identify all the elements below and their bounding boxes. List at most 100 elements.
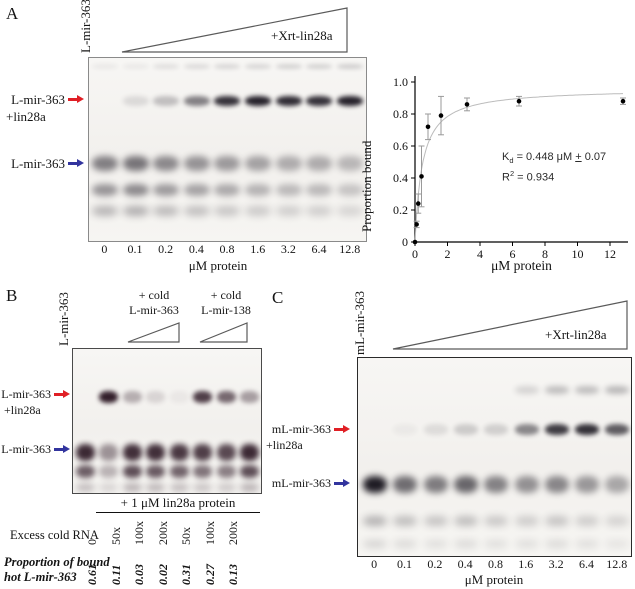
panel-b-lane-header: L-mir-363 [56, 292, 71, 346]
excess-cold-rna-label: Excess cold RNA [10, 528, 99, 542]
svg-text:0.6: 0.6 [393, 139, 408, 153]
panel-a-lane-header: L-mir-363 [78, 0, 93, 53]
free-band-arrow-icon [68, 159, 84, 168]
panel-b-free-label-text: L-mir-363 [1, 442, 51, 456]
lane-label: 0.2 [158, 242, 174, 256]
r-squared-line: R2 = 0.934 [502, 167, 606, 185]
competitor1-line1: + cold [138, 288, 170, 302]
panel-c-gel-image [357, 357, 632, 557]
lane-label: 0.8 [219, 242, 235, 256]
panel-b-free-band-label: L-mir-363 [0, 442, 70, 457]
excess-value: 50x [179, 527, 193, 545]
proportion-value: 0.61 [85, 564, 99, 585]
lane-label: 0.1 [127, 242, 143, 256]
panel-a-gel-image [88, 57, 367, 242]
panel-c-axis-label: μM protein [464, 572, 524, 587]
excess-value: 0 [85, 539, 99, 545]
proportion-bound-label-line1: Proportion of bound [4, 555, 110, 569]
panel-a-free-band-label: L-mir-363 [2, 156, 84, 171]
proportion-value: 0.03 [132, 564, 146, 585]
panel-a-free-label-text: L-mir-363 [11, 155, 65, 171]
kd-symbol: K [502, 151, 510, 163]
panel-b-bound-band-label: L-mir-363 [0, 387, 70, 402]
r-squared-value: = 0.934 [514, 171, 555, 184]
free-band-arrow-icon [334, 479, 350, 488]
lane-label: 3.2 [548, 557, 564, 571]
svg-text:6: 6 [510, 247, 516, 261]
svg-text:2: 2 [445, 247, 451, 261]
lane-label: 6.4 [578, 557, 594, 571]
proportion-value: 0.02 [155, 564, 170, 585]
competitor2-line1: + cold [210, 288, 242, 302]
fit-annotation: Kd = 0.448 μM + 0.07 R2 = 0.934 [502, 151, 606, 185]
panel-a-wedge-label: +Xrt-lin28a [271, 28, 333, 43]
lane-label: 0.8 [487, 557, 503, 571]
svg-text:0: 0 [402, 235, 408, 249]
lane-label: 1.6 [250, 242, 266, 256]
competitor2-line2: L-mir-138 [201, 303, 251, 317]
chart-y-axis-label: Proportion bound [359, 140, 374, 232]
svg-text:0: 0 [412, 247, 418, 261]
r-superscript: 2 [509, 169, 515, 179]
kd-annotation-line: Kd = 0.448 μM + 0.07 [502, 151, 606, 167]
competitor1-line2: L-mir-363 [129, 303, 179, 317]
lane-label: 0 [371, 557, 378, 571]
panel-b-bound-label-text: L-mir-363 [1, 387, 51, 401]
panel-c-label: C [272, 288, 284, 307]
free-band-arrow-icon [54, 445, 70, 454]
bound-band-arrow-icon [54, 390, 70, 399]
svg-text:1.0: 1.0 [393, 75, 408, 89]
panel-c-bound-label-line2: +lin28a [266, 438, 303, 452]
bound-band-arrow-icon [334, 425, 350, 434]
competitor1-titration-wedge-icon [127, 322, 180, 343]
svg-text:0.8: 0.8 [393, 107, 408, 121]
svg-text:4: 4 [477, 247, 483, 261]
svg-text:10: 10 [572, 247, 584, 261]
kd-subscript: d [509, 156, 514, 166]
excess-value: 50x [108, 527, 123, 545]
proportion-bound-label-line2: hot L-mir-363 [4, 570, 77, 584]
lane-label: 12.8 [339, 242, 361, 256]
lane-label: 0.4 [188, 242, 204, 256]
panel-a-bound-label-text: L-mir-363 [11, 91, 65, 107]
lane-label: 3.2 [280, 242, 296, 256]
lane-label: 6.4 [311, 242, 327, 256]
binding-curve-chart: 0 2 4 6 8 10 12 0 0.2 0.4 0.6 0.8 1.0 μM protein [393, 75, 628, 273]
excess-value: 100x [132, 521, 146, 545]
panel-c-lane-labels: 0 0.1 0.2 0.4 0.8 1.6 3.2 6.4 12.8 [359, 557, 632, 572]
panel-c-titration-wedge-icon [392, 300, 628, 350]
panel-a-lane-labels: 0 0.1 0.2 0.4 0.8 1.6 3.2 6.4 12.8 [89, 242, 365, 257]
panel-c-lane-header: mL-mir-363 [352, 290, 367, 355]
panel-c-bound-band-label: mL-mir-363 [262, 422, 350, 437]
lane-label: 0 [101, 242, 108, 256]
panel-a-label: A [6, 4, 19, 23]
competitor2-titration-wedge-icon [199, 322, 248, 343]
bound-band-arrow-icon [68, 95, 84, 104]
panel-a-titration-wedge-icon [121, 7, 348, 53]
table-header: + 1 μM lin28a protein [120, 495, 236, 510]
excess-value: 200x [226, 521, 240, 545]
lane-label: 0.1 [396, 557, 412, 571]
panel-b-bound-label-line2: +lin28a [4, 403, 41, 417]
panel-a-bound-band-label: L-mir-363 [2, 92, 84, 107]
proportion-value: 0.27 [202, 564, 217, 585]
table-header-rule [96, 512, 260, 513]
svg-text:12: 12 [604, 247, 616, 261]
panel-b-gel-image [72, 348, 262, 494]
panel-c-free-band-label: mL-mir-363 [262, 476, 350, 491]
lane-label: 0.4 [457, 557, 473, 571]
lane-label: 12.8 [606, 557, 628, 571]
panel-c-wedge-label: +Xrt-lin28a [545, 327, 607, 342]
kd-error: 0.07 [581, 151, 607, 163]
panel-c-bound-label-text: mL-mir-363 [271, 422, 331, 436]
svg-text:0.4: 0.4 [393, 171, 408, 185]
lane-label: 1.6 [518, 557, 534, 571]
panel-a-axis-label: μM protein [188, 258, 248, 273]
panel-b-label: B [6, 286, 18, 305]
plus-minus-sign: + [575, 151, 582, 163]
panel-c-free-label-text: mL-mir-363 [271, 476, 331, 490]
proportion-value: 0.13 [226, 564, 240, 585]
r-symbol: R [502, 171, 510, 184]
svg-text:8: 8 [542, 247, 548, 261]
